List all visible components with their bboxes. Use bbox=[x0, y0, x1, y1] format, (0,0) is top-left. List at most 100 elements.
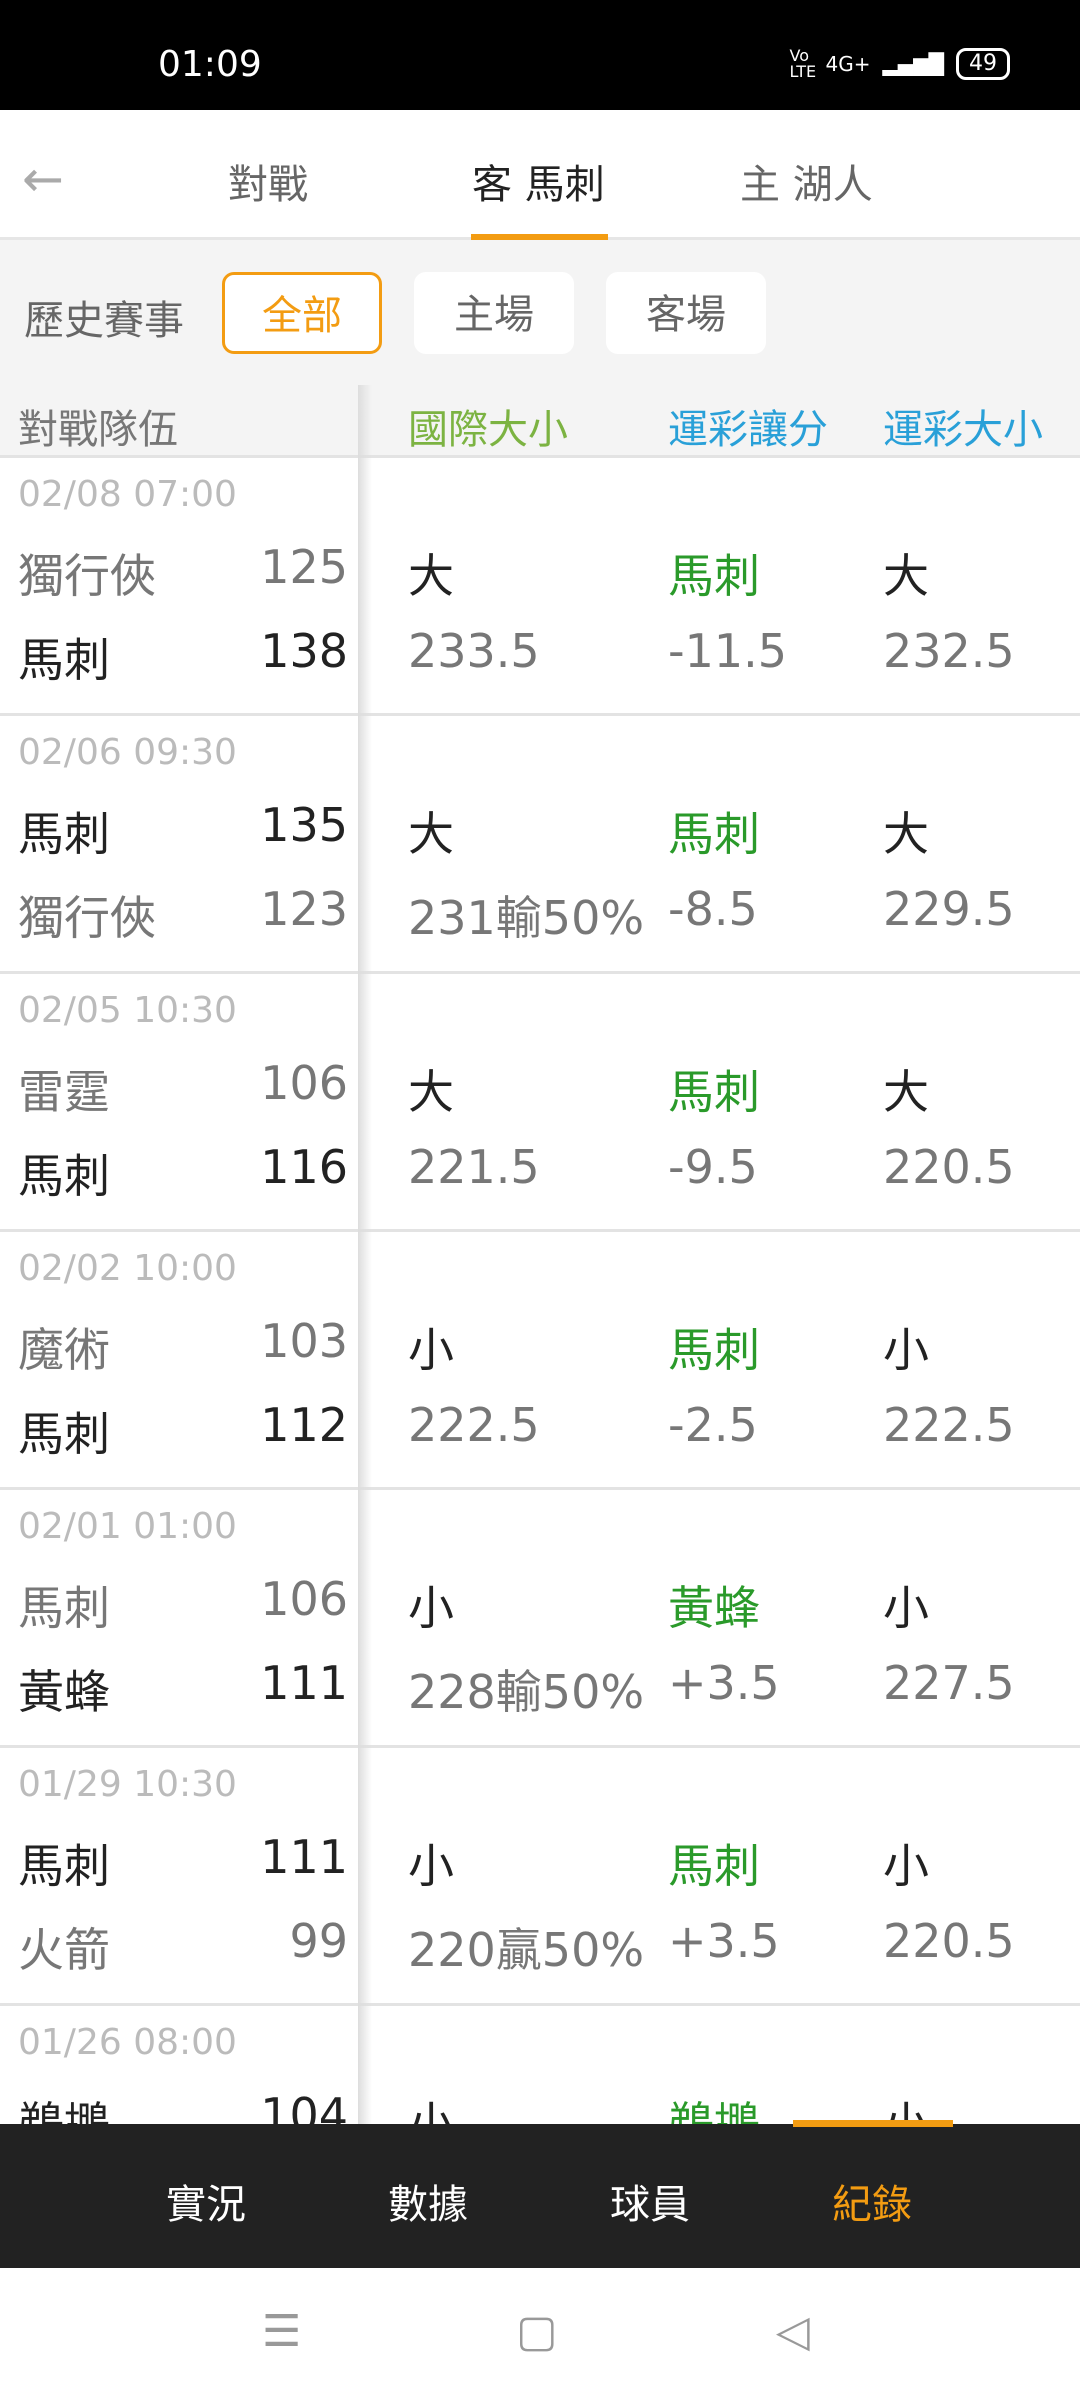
game-date: 02/01 01:00 bbox=[18, 1506, 237, 1547]
team1-score: 106 bbox=[260, 1056, 348, 1110]
game-date: 02/02 10:00 bbox=[18, 1248, 237, 1289]
spread-line: -9.5 bbox=[668, 1140, 758, 1194]
bottom-nav: 實況 數據 球員 紀錄 bbox=[0, 2120, 1080, 2268]
lottery-ou-line: 232.5 bbox=[883, 624, 1015, 678]
team1-score: 106 bbox=[260, 1572, 348, 1626]
tab-matchup[interactable]: 對戰 bbox=[228, 162, 308, 208]
team2-name: 獨行俠 bbox=[18, 891, 156, 945]
team2-name: 黃蜂 bbox=[18, 1665, 110, 1719]
table-row[interactable]: 01/26 08:00 鵜鶘 104 小 鵜鶘 小 bbox=[0, 2006, 1080, 2124]
game-date: 02/06 09:30 bbox=[18, 732, 237, 773]
signal-bars-icon: ▂▄▆█ bbox=[882, 52, 944, 76]
team1-name: 馬刺 bbox=[18, 807, 110, 861]
team1-name: 馬刺 bbox=[18, 1839, 110, 1893]
tab-away-team[interactable]: 客 馬刺 bbox=[472, 162, 605, 208]
active-tab-indicator bbox=[471, 234, 608, 240]
team1-name: 馬刺 bbox=[18, 1581, 110, 1635]
team2-score: 111 bbox=[260, 1656, 348, 1710]
table-row[interactable]: 02/02 10:00 魔術 103 馬刺 112 小 222.5 馬刺 -2.… bbox=[0, 1232, 1080, 1490]
intl-ou-result: 小 bbox=[408, 2097, 454, 2124]
team1-name: 魔術 bbox=[18, 1323, 110, 1377]
clock: 01:09 bbox=[158, 44, 262, 85]
team1-score: 111 bbox=[260, 1830, 348, 1884]
intl-ou-result: 大 bbox=[408, 1065, 454, 1119]
active-nav-indicator bbox=[793, 2120, 953, 2127]
filter-away-button[interactable]: 客場 bbox=[606, 272, 766, 354]
intl-ou-line: 233.5 bbox=[408, 624, 540, 678]
lottery-ou-result: 小 bbox=[883, 1581, 929, 1635]
filter-label: 歷史賽事 bbox=[24, 298, 184, 344]
lottery-ou-line: 220.5 bbox=[883, 1140, 1015, 1194]
team1-name: 獨行俠 bbox=[18, 549, 156, 603]
lottery-ou-line: 227.5 bbox=[883, 1656, 1015, 1710]
filter-bar: 歷史賽事 全部 主場 客場 bbox=[0, 240, 1080, 385]
back-icon[interactable]: ◁ bbox=[776, 2306, 810, 2357]
table-row[interactable]: 02/01 01:00 馬刺 106 黃蜂 111 小 228輸50% 黃蜂 +… bbox=[0, 1490, 1080, 1748]
table-row[interactable]: 02/08 07:00 獨行俠 125 馬刺 138 大 233.5 馬刺 -1… bbox=[0, 458, 1080, 716]
col-intl-ou: 國際大小 bbox=[408, 407, 568, 453]
team2-name: 馬刺 bbox=[18, 1407, 110, 1461]
team1-score: 125 bbox=[260, 540, 348, 594]
filter-all-button[interactable]: 全部 bbox=[222, 272, 382, 354]
team1-name: 雷霆 bbox=[18, 1065, 110, 1119]
table-row[interactable]: 01/29 10:30 馬刺 111 火箭 99 小 220贏50% 馬刺 +3… bbox=[0, 1748, 1080, 2006]
team2-score: 123 bbox=[260, 882, 348, 936]
lottery-ou-result: 小 bbox=[883, 1323, 929, 1377]
intl-ou-result: 小 bbox=[408, 1581, 454, 1635]
table-row[interactable]: 02/06 09:30 馬刺 135 獨行俠 123 大 231輸50% 馬刺 … bbox=[0, 716, 1080, 974]
battery-icon: 49 bbox=[956, 48, 1010, 80]
team2-score: 138 bbox=[260, 624, 348, 678]
team2-score: 99 bbox=[289, 1914, 348, 1968]
system-nav-bar: ☰ ▢ ◁ bbox=[0, 2268, 1080, 2400]
game-date: 01/26 08:00 bbox=[18, 2022, 237, 2063]
spread-line: +3.5 bbox=[668, 1914, 780, 1968]
spread-line: -8.5 bbox=[668, 882, 758, 936]
team1-score: 104 bbox=[260, 2088, 348, 2124]
lottery-ou-result: 大 bbox=[883, 549, 929, 603]
games-list[interactable]: 02/08 07:00 獨行俠 125 馬刺 138 大 233.5 馬刺 -1… bbox=[0, 458, 1080, 2124]
game-date: 01/29 10:30 bbox=[18, 1764, 237, 1805]
spread-team: 馬刺 bbox=[668, 549, 760, 603]
team1-score: 103 bbox=[260, 1314, 348, 1368]
spread-line: +3.5 bbox=[668, 1656, 780, 1710]
intl-ou-line: 220贏50% bbox=[408, 1923, 645, 1977]
spread-team: 馬刺 bbox=[668, 1839, 760, 1893]
spread-team: 鵜鶘 bbox=[668, 2097, 760, 2124]
home-icon[interactable]: ▢ bbox=[516, 2306, 558, 2357]
lottery-ou-result: 小 bbox=[883, 2097, 929, 2124]
team2-name: 馬刺 bbox=[18, 633, 110, 687]
intl-ou-result: 小 bbox=[408, 1323, 454, 1377]
status-bar: 01:09 Vo LTE 4G+ ▂▄▆█ 49 bbox=[0, 0, 1080, 110]
table-header: 對戰隊伍 國際大小 運彩讓分 運彩大小 bbox=[0, 385, 1080, 458]
team1-name: 鵜鶘 bbox=[18, 2097, 110, 2124]
nav-live[interactable]: 實況 bbox=[166, 2182, 246, 2228]
column-divider-shadow bbox=[358, 385, 372, 2125]
top-tabs: ← 對戰 客 馬刺 主 湖人 bbox=[0, 110, 1080, 240]
nav-stats[interactable]: 數據 bbox=[388, 2182, 468, 2228]
intl-ou-result: 大 bbox=[408, 549, 454, 603]
intl-ou-result: 小 bbox=[408, 1839, 454, 1893]
team1-score: 135 bbox=[260, 798, 348, 852]
nav-records[interactable]: 紀錄 bbox=[832, 2182, 912, 2228]
spread-team: 馬刺 bbox=[668, 1323, 760, 1377]
team2-name: 馬刺 bbox=[18, 1149, 110, 1203]
back-arrow-icon[interactable]: ← bbox=[22, 150, 64, 208]
lottery-ou-line: 229.5 bbox=[883, 882, 1015, 936]
intl-ou-line: 221.5 bbox=[408, 1140, 540, 1194]
menu-icon[interactable]: ☰ bbox=[262, 2306, 302, 2357]
filter-home-button[interactable]: 主場 bbox=[414, 272, 574, 354]
lottery-ou-result: 小 bbox=[883, 1839, 929, 1893]
intl-ou-line: 231輸50% bbox=[408, 891, 645, 945]
game-date: 02/05 10:30 bbox=[18, 990, 237, 1031]
lottery-ou-result: 大 bbox=[883, 807, 929, 861]
game-date: 02/08 07:00 bbox=[18, 474, 237, 515]
table-row[interactable]: 02/05 10:30 雷霆 106 馬刺 116 大 221.5 馬刺 -9.… bbox=[0, 974, 1080, 1232]
team2-name: 火箭 bbox=[18, 1923, 110, 1977]
col-teams: 對戰隊伍 bbox=[18, 407, 178, 453]
tab-home-team[interactable]: 主 湖人 bbox=[740, 162, 873, 208]
intl-ou-result: 大 bbox=[408, 807, 454, 861]
nav-players[interactable]: 球員 bbox=[610, 2182, 690, 2228]
lottery-ou-line: 222.5 bbox=[883, 1398, 1015, 1452]
spread-team: 黃蜂 bbox=[668, 1581, 760, 1635]
lottery-ou-line: 220.5 bbox=[883, 1914, 1015, 1968]
